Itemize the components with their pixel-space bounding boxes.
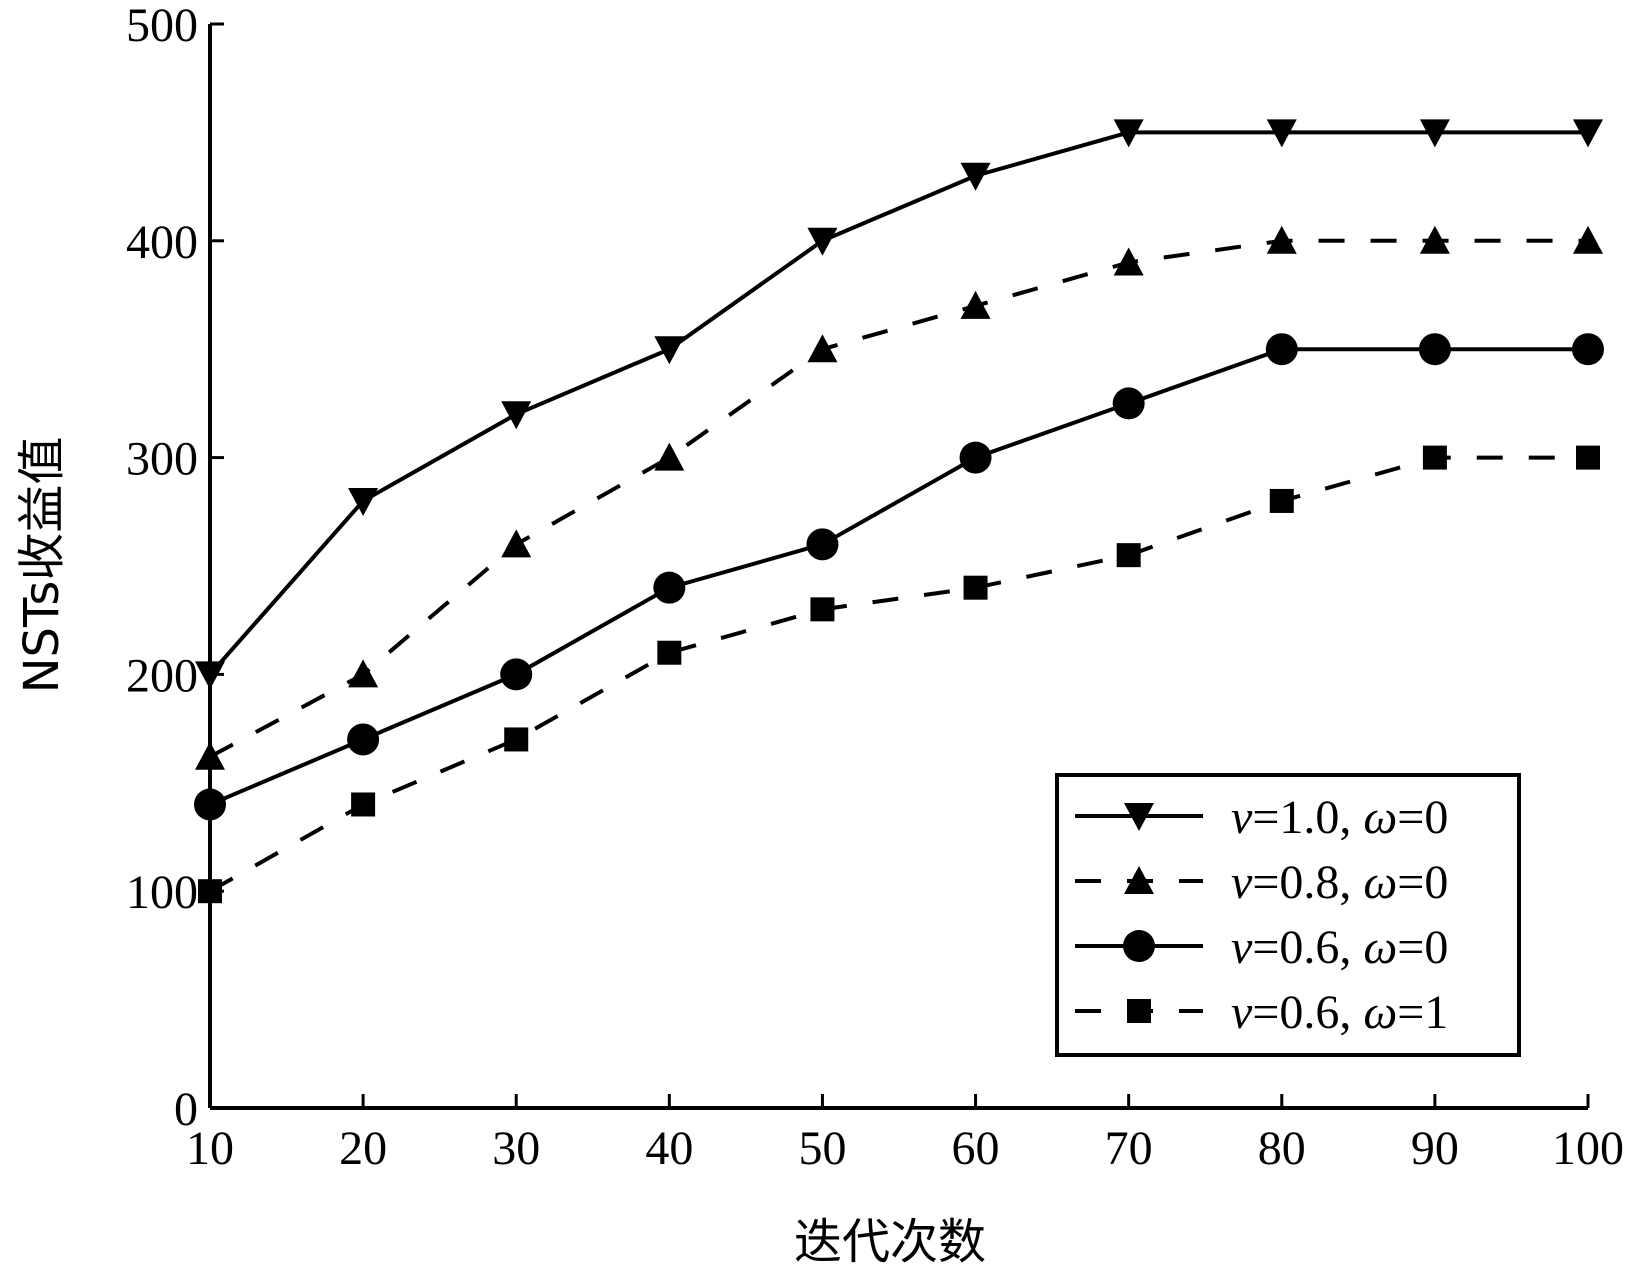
x-tick-label: 70 <box>1105 1122 1153 1175</box>
series-2 <box>195 225 1603 770</box>
x-tick-label: 60 <box>952 1122 1000 1175</box>
series-3-point <box>500 658 533 691</box>
legend-item-3: v=0.6, ω=0 <box>1075 921 1448 974</box>
series-4-point <box>1422 445 1447 470</box>
y-tick-label: 500 <box>126 0 198 52</box>
series-3-line <box>209 347 1588 807</box>
series-4-point <box>351 792 376 817</box>
series-1 <box>195 119 1603 690</box>
legend-item-2: v=0.8, ω=0 <box>1075 856 1448 909</box>
x-tick-label: 50 <box>798 1122 846 1175</box>
y-tick-label: 200 <box>126 649 198 702</box>
series-4-point <box>657 640 682 665</box>
series-3-point <box>1418 333 1451 366</box>
series-3 <box>194 333 1604 821</box>
series-2-point <box>1113 247 1144 276</box>
axes: 10 20 30 40 50 60 70 80 90 100 0 100 200 300 400 500 <box>126 0 1624 1175</box>
legend-marker <box>1127 999 1151 1023</box>
series-2-point <box>960 290 991 319</box>
series-3-point <box>194 788 226 821</box>
x-axis-title: 迭代次数 <box>794 1214 986 1270</box>
legend-item-1: v=1.0, ω=0 <box>1075 791 1448 844</box>
series-2-point <box>1266 225 1297 254</box>
series-2-point <box>807 334 838 363</box>
series-3-point <box>959 441 992 474</box>
legend-label: v=0.6, ω=0 <box>1231 921 1448 974</box>
x-tick-label: 80 <box>1258 1122 1306 1175</box>
series-2-line <box>209 238 1588 759</box>
x-tick-label: 100 <box>1552 1122 1624 1175</box>
series-1-point <box>348 487 379 516</box>
legend-marker <box>1124 803 1154 831</box>
series-1-point <box>1419 119 1450 148</box>
series-4-point <box>198 879 222 904</box>
series-1-point <box>501 401 532 430</box>
series-2-point <box>654 442 685 471</box>
legend-label: v=1.0, ω=0 <box>1231 791 1448 844</box>
series-3-point <box>1265 333 1298 366</box>
x-tick-label: 30 <box>492 1122 540 1175</box>
series-4 <box>198 445 1600 904</box>
series-1-point <box>807 227 838 256</box>
series-1-point <box>1266 119 1297 148</box>
x-tick-label: 40 <box>645 1122 693 1175</box>
series-2-point <box>1419 225 1450 254</box>
x-tick-label: 20 <box>339 1122 387 1175</box>
series-3-point <box>1572 333 1604 366</box>
y-tick-label: 400 <box>126 216 198 269</box>
series-4-point <box>810 597 835 622</box>
y-axis-title: NSTs收益值 <box>14 437 70 694</box>
series-3-point <box>347 723 380 756</box>
series-1-point <box>1113 119 1144 148</box>
series-1-point <box>654 336 685 365</box>
series-4-point <box>1576 445 1600 470</box>
y-tick-label: 100 <box>126 866 198 919</box>
series-4-point <box>963 575 988 600</box>
series-2-point <box>1573 225 1603 254</box>
series-1-point <box>195 661 225 690</box>
series-1-point <box>1573 119 1603 148</box>
legend-marker <box>1123 930 1155 962</box>
legend: v=1.0, ω=0 v=0.8, ω=0 v=0.6, ω=0 v=0.6, ω=1 <box>1055 773 1521 1057</box>
legend-item-4: v=0.6, ω=1 <box>1075 986 1448 1039</box>
series-2-point <box>348 659 379 688</box>
series-3-point <box>806 528 839 561</box>
series-1-point <box>960 162 991 191</box>
series-4-point <box>504 727 529 752</box>
legend-label: v=0.8, ω=0 <box>1231 856 1448 909</box>
y-tick-label: 0 <box>174 1083 198 1136</box>
series-4-point <box>1116 543 1141 568</box>
series-4-point <box>1269 488 1294 513</box>
legend-marker <box>1124 866 1154 894</box>
series-2-point <box>195 741 225 770</box>
x-tick-label: 10 <box>186 1122 234 1175</box>
legend-label: v=0.6, ω=1 <box>1231 986 1448 1039</box>
x-tick-label: 90 <box>1411 1122 1459 1175</box>
series-2-point <box>501 529 532 558</box>
series-1-line <box>208 130 1588 676</box>
series-3-point <box>653 571 686 604</box>
y-tick-label: 300 <box>126 433 198 486</box>
series-layer <box>194 119 1604 904</box>
series-3-point <box>1112 387 1145 420</box>
